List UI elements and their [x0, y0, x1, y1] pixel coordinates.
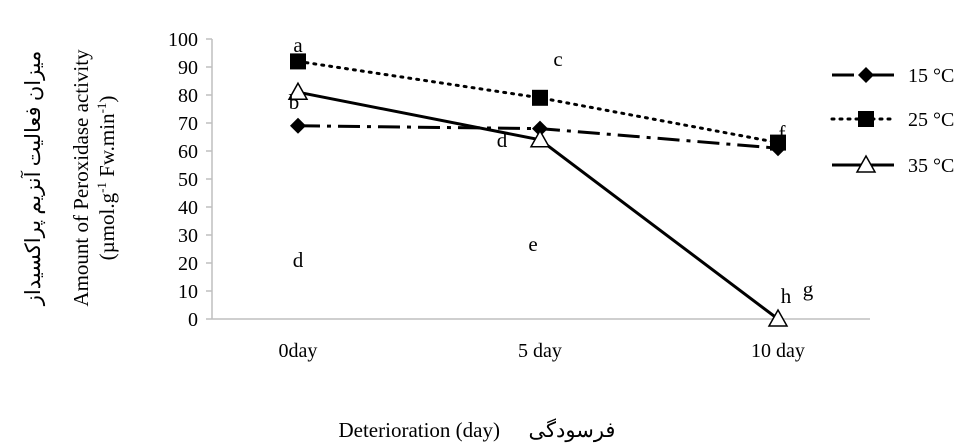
series-layer: [287, 53, 789, 327]
data-point: [290, 53, 306, 70]
y-axis-title-unit: (µmol.g-1 Fw.min-1): [94, 96, 119, 261]
legend-label-1: 25 °C: [908, 109, 954, 131]
significance-letter: g: [803, 277, 814, 301]
y-tick-label: 30: [178, 225, 198, 247]
significance-letter: e: [528, 232, 537, 256]
significance-letter: a: [293, 33, 303, 57]
significance-letter: d: [293, 248, 304, 272]
significance-letter: h: [781, 284, 792, 308]
unit-mid: Fw.min: [95, 113, 119, 182]
y-tick-label: 40: [178, 197, 198, 219]
legend-label-2: 35 °C: [908, 155, 954, 177]
y-tick-label: 100: [168, 29, 198, 51]
x-axis-title-english: Deterioration (day): [338, 418, 500, 442]
unit-suffix: ): [95, 96, 119, 103]
significance-letter: c: [553, 47, 562, 71]
x-tick-label: 0day: [279, 340, 318, 362]
data-point: [532, 89, 548, 106]
legend: 15 °C 25 °C 35 °C: [830, 65, 954, 177]
data-point: [770, 134, 786, 151]
y-tick-label: 80: [178, 85, 198, 107]
unit-sup-2: -1: [94, 103, 109, 114]
unit-sup-1: -1: [94, 182, 109, 193]
data-point: [529, 129, 551, 148]
y-axis-title-persian: میزان فعالیت آنزیم پراکسیداز: [19, 51, 46, 307]
significance-letters: d d g a c f b e h: [289, 33, 814, 308]
data-point: [767, 308, 789, 327]
y-axis-title-english: Amount of Peroxidase activity: [69, 49, 93, 307]
unit-prefix: (µmol.g: [95, 192, 119, 260]
significance-letter: d: [497, 128, 508, 152]
y-tick-label: 20: [178, 253, 198, 275]
y-tick-label: 0: [188, 309, 198, 331]
y-tick-label: 90: [178, 57, 198, 79]
y-axis: 0 10 20 30 40 50 60 70 80 90 100: [168, 29, 213, 331]
y-tick-label: 70: [178, 113, 198, 135]
significance-letter: f: [779, 121, 786, 145]
legend-marker-0: [858, 67, 874, 83]
legend-label-0: 15 °C: [908, 65, 954, 87]
x-tick-label: 5 day: [518, 340, 562, 362]
x-axis-title-persian: فرسودگی: [529, 418, 616, 443]
data-point: [287, 81, 309, 100]
data-point: [290, 117, 306, 134]
series-line-1: [296, 59, 780, 145]
y-tick-label: 60: [178, 141, 198, 163]
legend-marker-2: [855, 154, 877, 173]
y-tick-label: 50: [178, 169, 198, 191]
data-point: [532, 120, 548, 137]
x-axis: 0day 5 day 10 day: [212, 318, 870, 362]
significance-letter: b: [289, 90, 300, 114]
x-tick-label: 10 day: [751, 340, 805, 362]
y-tick-label: 10: [178, 281, 198, 303]
legend-marker-1: [858, 111, 874, 127]
